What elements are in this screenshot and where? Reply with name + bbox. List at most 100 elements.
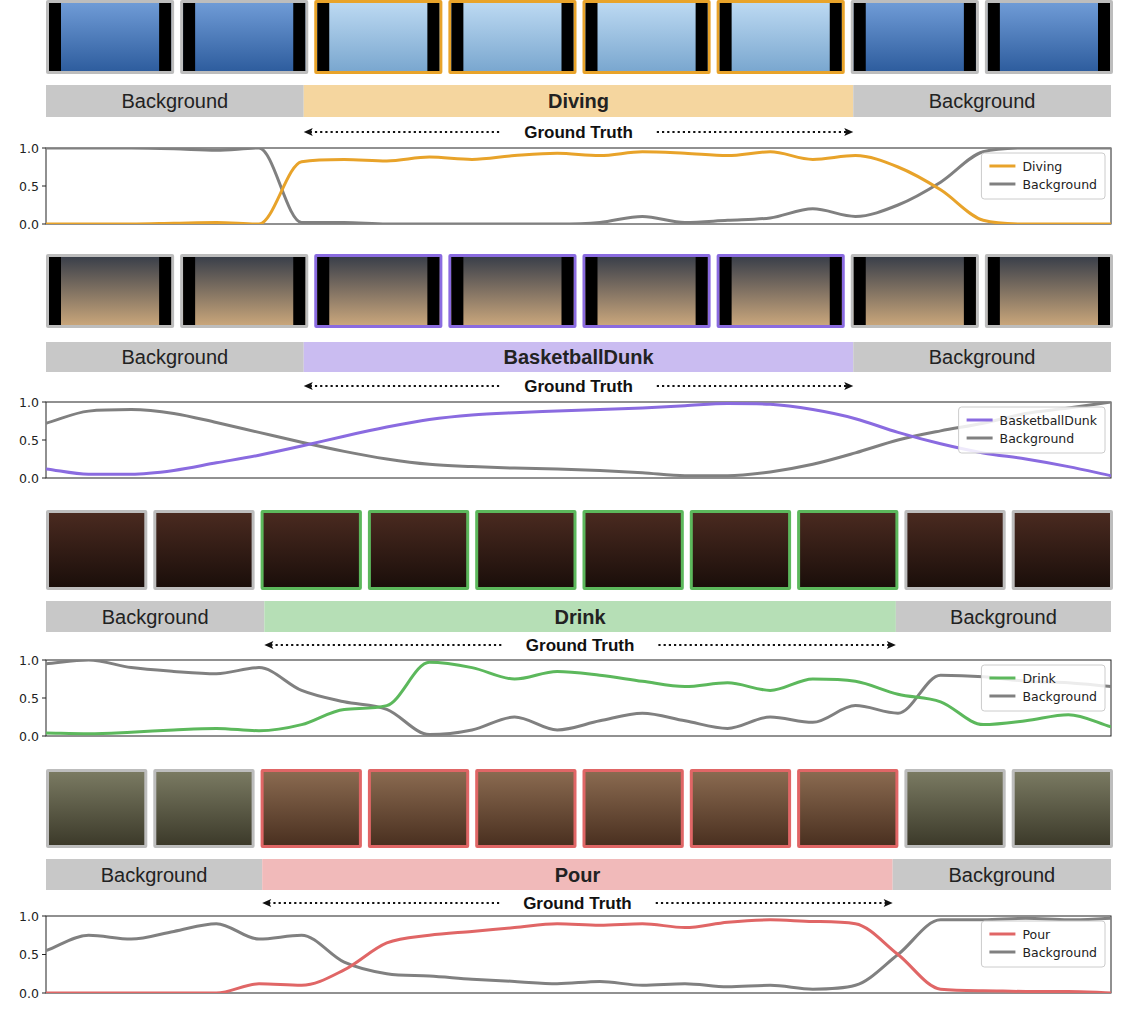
arrow-head	[304, 128, 313, 136]
segment-label: Background	[121, 346, 228, 368]
letterbox	[317, 3, 329, 71]
letterbox	[830, 3, 842, 71]
frame-image	[49, 257, 171, 325]
frame-image	[586, 772, 681, 845]
frame-border	[261, 769, 362, 848]
legend-box	[959, 407, 1105, 453]
legend-swatch	[989, 695, 1015, 698]
frame-image	[371, 772, 466, 845]
legend-label: Background	[1022, 177, 1097, 192]
frame-border	[583, 510, 684, 590]
legend-label: Background	[1022, 945, 1097, 960]
letterbox	[49, 3, 61, 71]
frame-image	[183, 257, 305, 325]
segment-bar	[46, 859, 262, 890]
gt-arrow	[656, 902, 887, 904]
letterbox	[159, 3, 171, 71]
legend-swatch	[967, 419, 993, 422]
letterbox	[159, 257, 171, 325]
legend-box	[981, 921, 1105, 967]
y-tick-label: 0.0	[19, 217, 39, 232]
legend-swatch	[967, 437, 993, 440]
segment-bar	[46, 85, 304, 117]
letterbox	[293, 257, 305, 325]
frame-image	[800, 772, 895, 845]
series-line	[46, 148, 1111, 224]
letterbox	[451, 257, 463, 325]
frame-border	[180, 0, 308, 74]
frame-image	[264, 513, 359, 587]
frame-border	[475, 510, 576, 590]
frame-border	[583, 769, 684, 848]
frame-border	[1012, 510, 1113, 590]
y-tick-label: 0.0	[19, 986, 39, 1001]
frame-border	[448, 0, 576, 74]
series-line	[46, 402, 1111, 476]
letterbox	[988, 257, 1000, 325]
frame-image	[451, 257, 573, 325]
y-tick	[42, 916, 46, 917]
frame-image	[183, 3, 305, 71]
arrow-head	[262, 899, 271, 907]
y-tick-label: 0.5	[19, 179, 39, 194]
segment-bar	[896, 601, 1111, 632]
frame-image	[586, 513, 681, 587]
frame-image	[49, 772, 144, 845]
letterbox	[696, 257, 708, 325]
plot-frame	[46, 660, 1111, 736]
segment-label: Background	[929, 90, 1036, 112]
legend-swatch	[989, 165, 1015, 168]
frame-border	[475, 769, 576, 848]
frame-border	[851, 254, 979, 328]
letterbox	[720, 257, 732, 325]
letterbox	[830, 257, 842, 325]
frame-image	[988, 3, 1110, 71]
lines	[46, 918, 1111, 993]
segment-label: Pour	[555, 864, 601, 886]
frame-border	[583, 0, 711, 74]
letterbox	[854, 3, 866, 71]
frame-border	[1012, 769, 1113, 848]
frame-image	[1015, 772, 1110, 845]
frame-border	[690, 510, 791, 590]
segment-bar	[46, 342, 304, 372]
letterbox	[1098, 257, 1110, 325]
letterbox	[1098, 3, 1110, 71]
frame-border	[851, 0, 979, 74]
gt-arrow	[657, 385, 847, 387]
frame-border	[261, 510, 362, 590]
legend-box	[981, 665, 1105, 711]
frame-border	[46, 254, 174, 328]
segment-label: Background	[950, 606, 1057, 628]
frame-image	[720, 3, 842, 71]
frame-border	[46, 510, 147, 590]
figure: Background Diving Background Ground Truth 0.…	[0, 0, 1127, 1018]
frame-border	[904, 510, 1005, 590]
y-tick-label: 1.0	[19, 909, 39, 924]
annotation: Ground Truth	[524, 123, 633, 142]
y-tick-label: 0.0	[19, 471, 39, 486]
lines	[46, 402, 1111, 476]
segment-label: Background	[102, 606, 209, 628]
gt-arrow	[658, 644, 889, 646]
letterbox	[720, 3, 732, 71]
frame-border	[985, 0, 1113, 74]
frame-border	[904, 769, 1005, 848]
letterbox	[696, 3, 708, 71]
gt-arrow	[657, 131, 847, 133]
y-tick-label: 0.5	[19, 433, 39, 448]
legend-label: Diving	[1022, 159, 1062, 174]
legend-swatch	[989, 183, 1015, 186]
frame-image	[988, 257, 1110, 325]
frame-border	[46, 0, 174, 74]
y-tick	[42, 148, 46, 149]
legend-swatch	[989, 677, 1015, 680]
frame-image	[156, 772, 251, 845]
letterbox	[854, 257, 866, 325]
legend-label: Pour	[1022, 927, 1051, 942]
lines	[46, 660, 1111, 734]
plot-frame	[46, 148, 1111, 224]
segment-label: Diving	[548, 90, 609, 112]
frame-image	[371, 513, 466, 587]
segment-bar	[893, 859, 1111, 890]
